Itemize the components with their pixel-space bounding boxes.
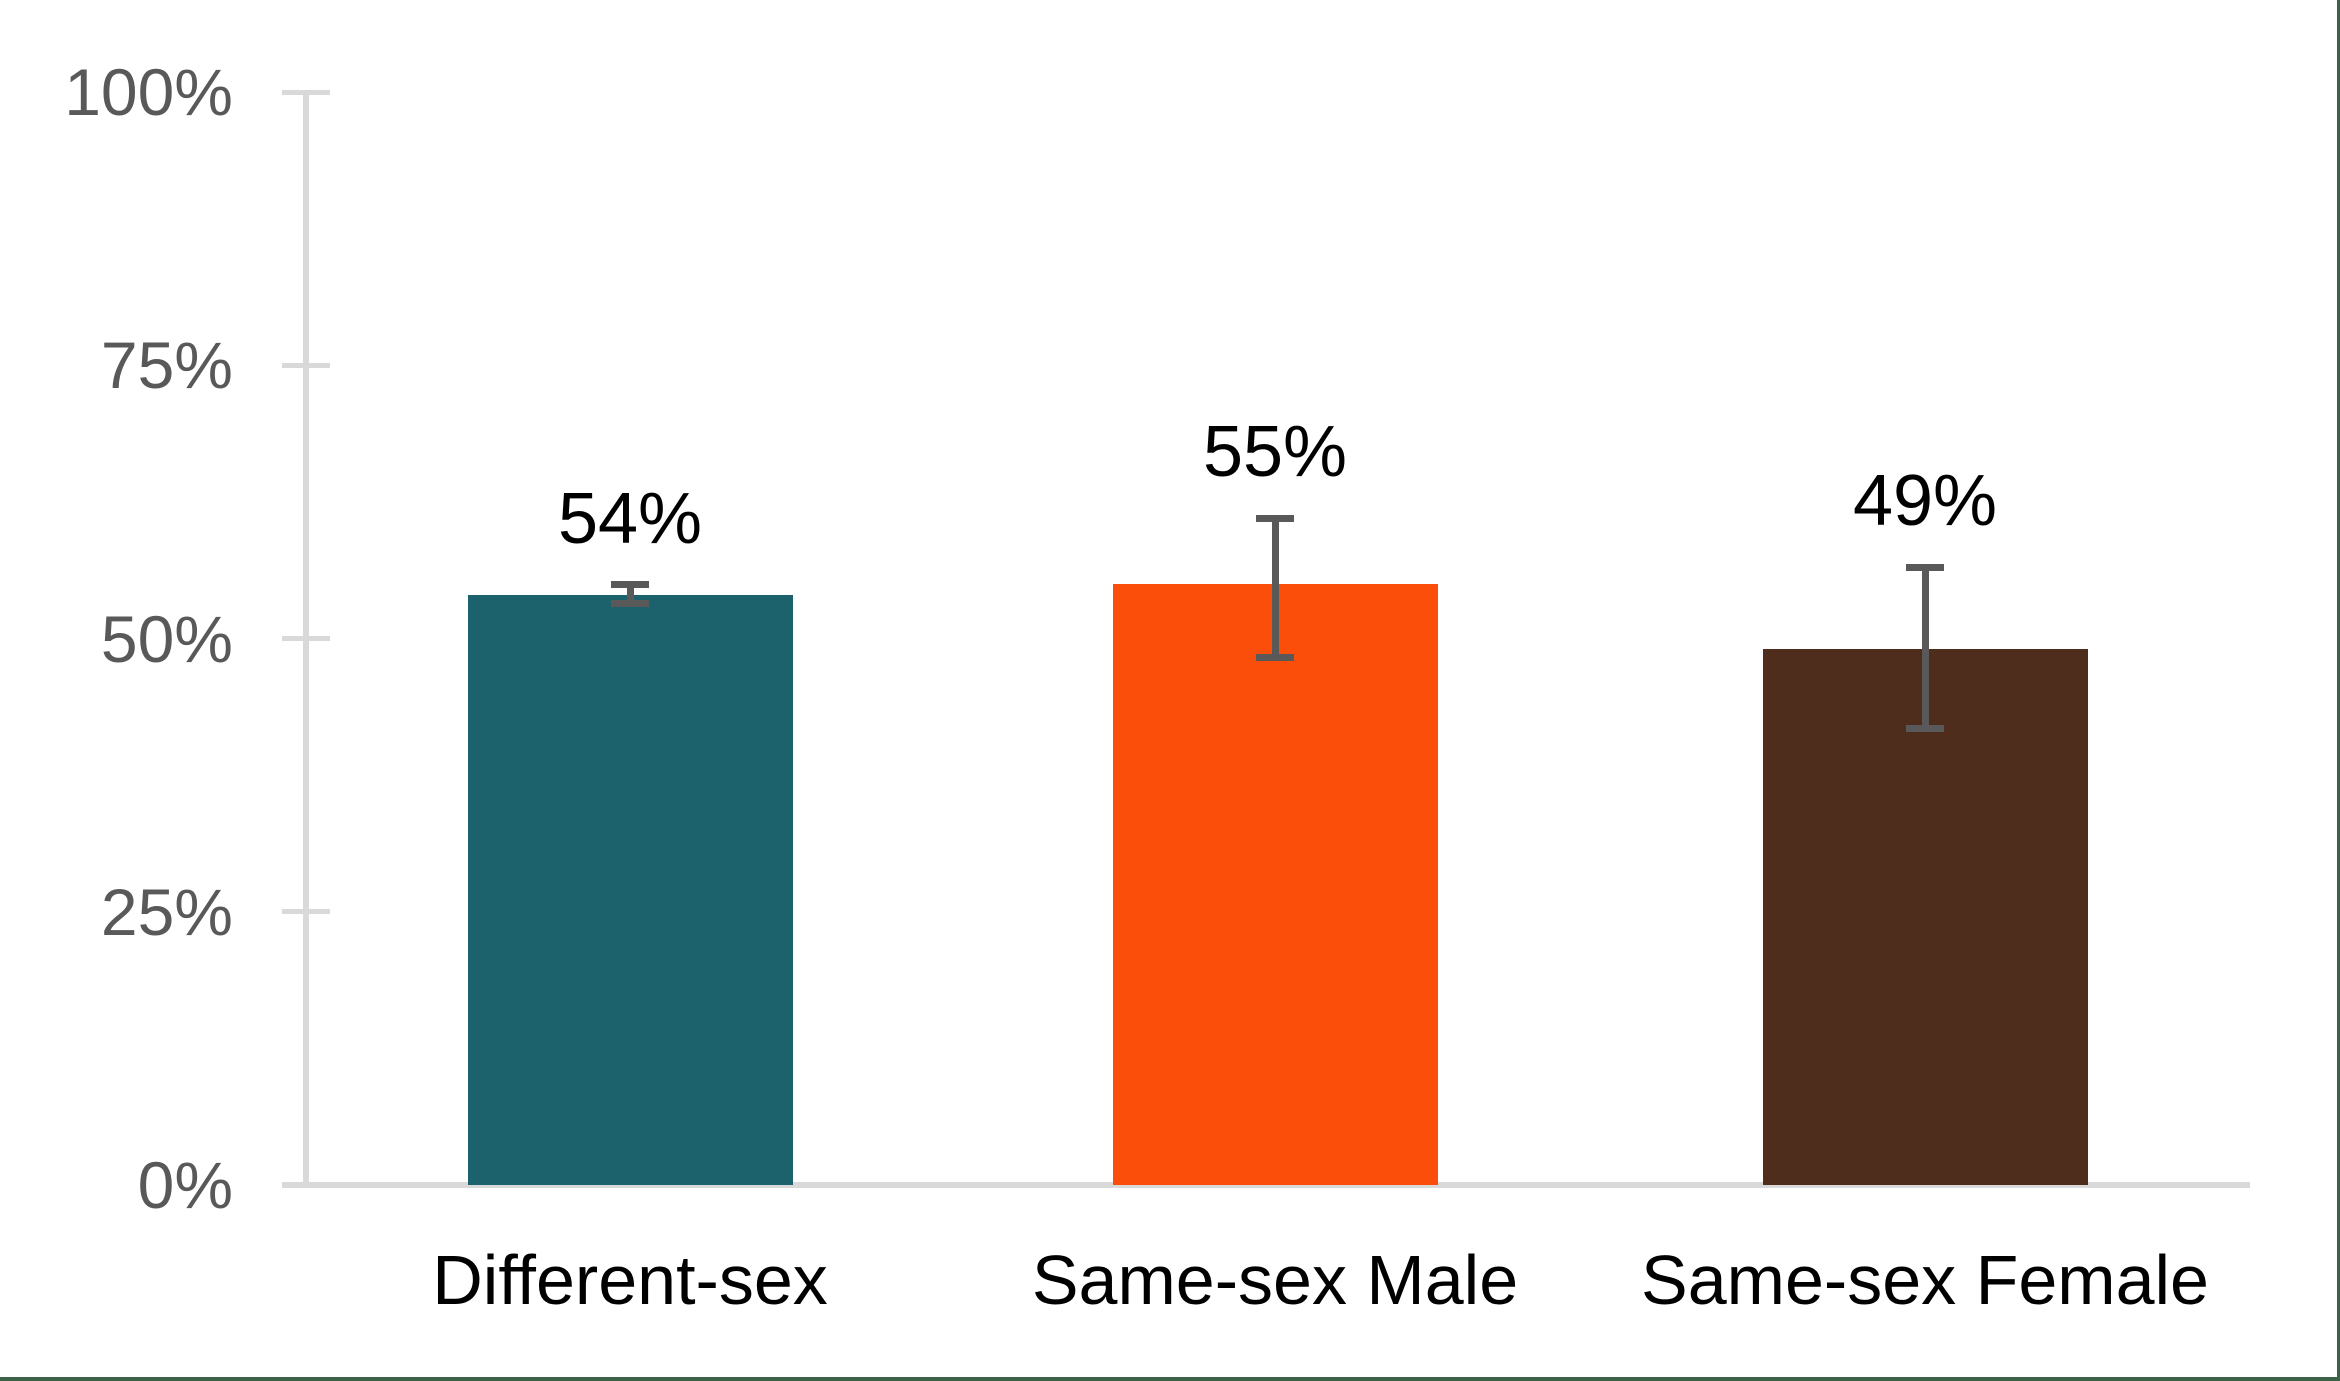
data-label: 49% — [1852, 461, 1998, 542]
x-axis-line — [282, 1182, 2250, 1188]
error-bar-cap-top — [611, 581, 649, 589]
error-bar-line — [1271, 518, 1279, 658]
y-axis-tick-label: 75% — [100, 328, 233, 403]
category-label: Same-sex Male — [1031, 1241, 1519, 1319]
error-bar-line — [626, 584, 634, 604]
category-label: Different-sex — [432, 1241, 828, 1319]
y-axis-tick-label: 25% — [100, 874, 233, 949]
error-bar-cap-bottom — [611, 600, 649, 608]
bar — [467, 594, 793, 1185]
error-bar-line — [1921, 567, 1929, 729]
data-label: 54% — [557, 478, 703, 559]
error-bar-cap-bottom — [1256, 653, 1294, 661]
bar — [1112, 583, 1438, 1185]
data-label: 55% — [1202, 412, 1348, 493]
y-axis-tick-label: 0% — [137, 1148, 233, 1222]
error-bar-cap-top — [1256, 514, 1294, 522]
y-axis-tick — [282, 89, 330, 95]
y-axis-tick-label: 100% — [64, 55, 233, 129]
error-bar-cap-bottom — [1906, 724, 1944, 732]
bar — [1762, 649, 2088, 1185]
category-label: Same-sex Female — [1641, 1241, 2209, 1319]
y-axis-tick — [282, 362, 330, 368]
y-axis-tick — [282, 636, 330, 641]
error-bar-cap-top — [1906, 563, 1944, 571]
y-axis-tick — [282, 909, 330, 915]
y-axis-tick-label: 50% — [100, 601, 233, 676]
